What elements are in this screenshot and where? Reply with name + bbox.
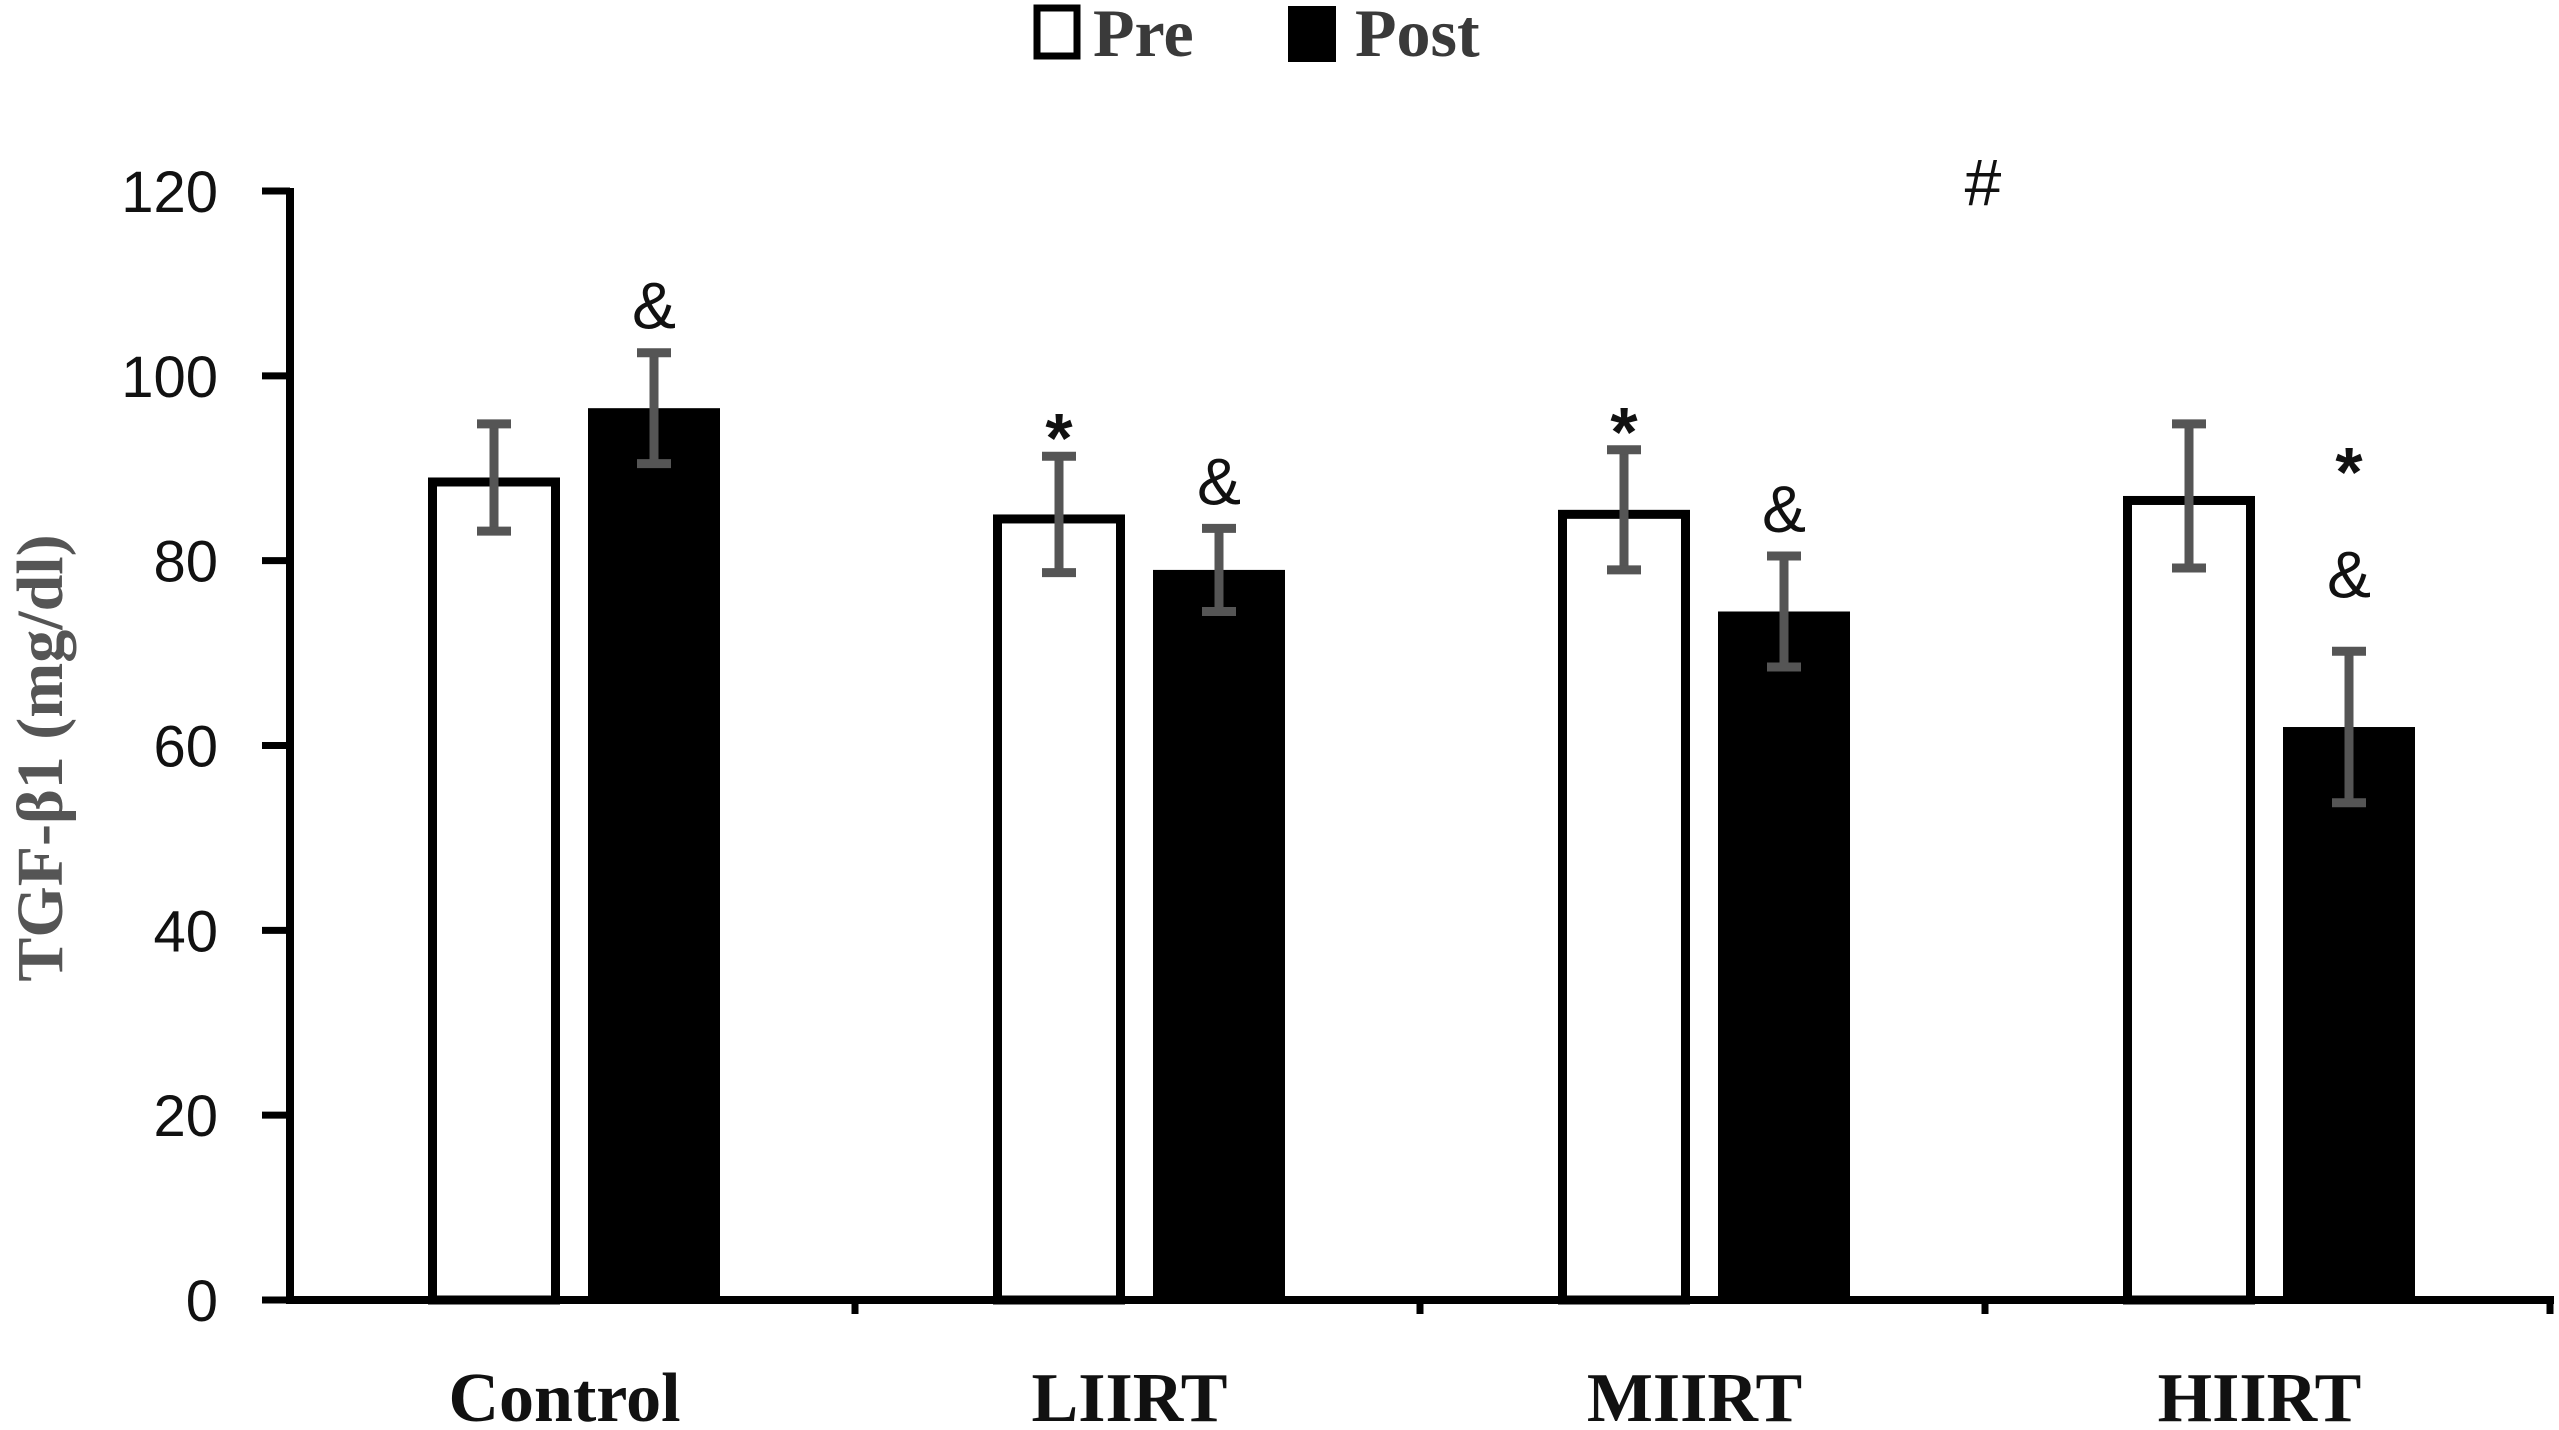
x-category-label-miirt: MIIRT (1587, 1360, 1802, 1430)
legend-swatch-post (1288, 6, 1336, 62)
x-category-label-control: Control (448, 1360, 680, 1430)
error-bar-post-control (637, 348, 671, 469)
error-bar-post-liirt (1202, 523, 1236, 616)
annotation-5: * (2335, 433, 2363, 511)
bar-post-hiirt (2283, 727, 2415, 1302)
annotation-2: & (1197, 444, 1241, 518)
error-bar-pre-hiirt (2172, 419, 2206, 573)
y-tick-label: 20 (153, 1084, 218, 1149)
legend-label-post: Post (1355, 0, 1480, 71)
plot-area: 0 20 40 60 80 100 120 Control LIIRT MIIRT HIIRT & * &… (121, 145, 2554, 1430)
error-bar-post-miirt (1767, 551, 1801, 672)
y-tick-label: 80 (153, 530, 218, 595)
error-bar-pre-liirt (1042, 451, 1076, 578)
legend: Pre Post (1033, 0, 1480, 71)
x-category-label-liirt: LIIRT (1032, 1360, 1228, 1430)
legend-swatch-pre (1033, 4, 1081, 60)
annotation-3: * (1610, 393, 1638, 471)
y-tick-label: 100 (121, 345, 218, 410)
y-tick-label: 0 (186, 1269, 218, 1334)
x-category-label-hiirt: HIIRT (2158, 1360, 2362, 1430)
bar-post-liirt (1153, 569, 1285, 1302)
y-tick-label: 60 (153, 715, 218, 780)
annotation-0: & (632, 269, 676, 343)
error-bar-pre-miirt (1607, 445, 1641, 575)
annotation-1: * (1045, 399, 1073, 477)
y-tick-label: 120 (121, 160, 218, 225)
bar-pre-hiirt (2123, 495, 2255, 1305)
bar-pre-control (428, 477, 560, 1305)
legend-label-pre: Pre (1093, 0, 1194, 71)
y-axis-label: TGF-β1 (mg/dl) (4, 534, 77, 981)
annotation-7: # (1965, 145, 2002, 219)
bar-pre-liirt (993, 514, 1125, 1305)
error-bar-pre-control (477, 419, 511, 536)
annotation-6: & (2327, 538, 2371, 612)
bar-post-miirt (1718, 611, 1850, 1302)
annotation-4: & (1762, 472, 1806, 546)
error-bar-post-hiirt (2332, 646, 2366, 808)
y-tick-label: 40 (153, 899, 218, 964)
bar-post-control (588, 408, 720, 1303)
bar-pre-miirt (1558, 509, 1690, 1305)
